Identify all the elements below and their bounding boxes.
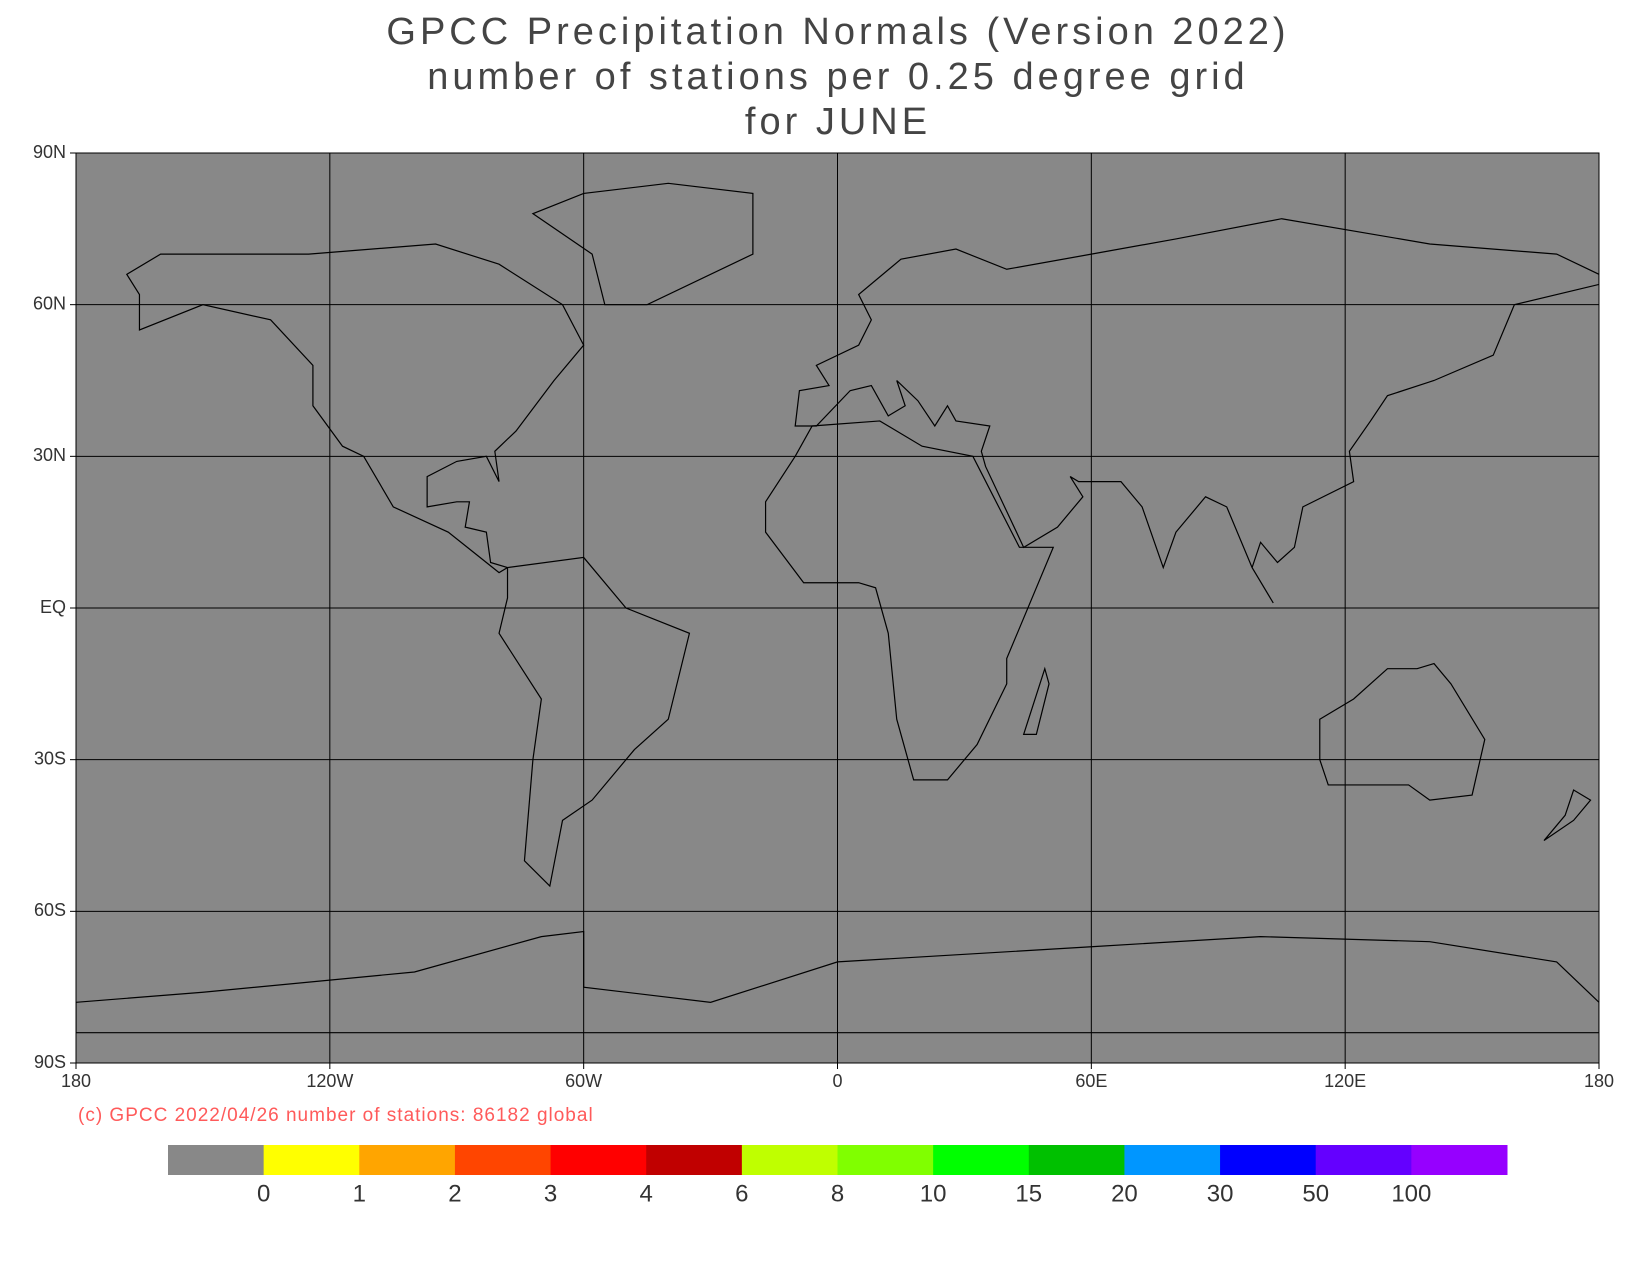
colorbar-label: 2 [448,1180,461,1207]
colorbar-label: 3 [544,1180,557,1207]
coastline [766,421,1054,780]
lat-tick-label: 30S [34,748,66,768]
coastline [795,219,1599,603]
colorbar-label: 100 [1391,1180,1431,1207]
title-line: for JUNE [745,101,931,143]
lat-tick-label: 60S [34,900,66,920]
colorbar-swatch [168,1145,265,1175]
lon-tick-label: 0 [832,1071,842,1091]
coastline [1024,669,1049,735]
colorbar-label: 6 [735,1180,748,1207]
colorbar-swatch [741,1145,838,1175]
coastline [499,557,689,886]
colorbar-swatch [1028,1145,1125,1175]
title-line: GPCC Precipitation Normals (Version 2022… [386,11,1289,53]
coastlines [76,183,1599,1032]
coastline [76,932,1599,1033]
colorbar-label: 0 [257,1180,270,1207]
credit: (c) GPCC 2022/04/26 number of stations: … [78,1105,594,1126]
colorbar-label: 4 [640,1180,653,1207]
lon-tick-label: 60E [1075,1071,1107,1091]
colorbar-label: 1 [353,1180,366,1207]
lon-tick-label: 60W [565,1071,602,1091]
lat-tick-label: 60N [33,293,66,313]
colorbar-label: 8 [831,1180,844,1207]
colorbar-swatch [837,1145,934,1175]
colorbar-label: 15 [1015,1180,1042,1207]
colorbar-swatch [454,1145,552,1175]
colorbar-label: 20 [1111,1180,1138,1207]
colorbar-swatch [1220,1145,1317,1175]
lat-tick-label: 30N [33,445,66,465]
lat-tick-label: 90S [34,1052,66,1072]
lon-tick-label: 120E [1324,1071,1366,1091]
colorbar-swatch [550,1145,647,1175]
colorbar-swatch [1411,1145,1508,1175]
colorbar-label: 30 [1207,1180,1234,1207]
colorbar-swatch [263,1145,360,1175]
lon-tick-label: 180 [61,1071,91,1091]
colorbar-label: 10 [920,1180,947,1207]
colorbar-swatch [1124,1145,1221,1175]
lat-tick-label: EQ [40,597,66,617]
coastline [1544,790,1591,841]
lon-tick-label: 180 [1584,1071,1614,1091]
colorbar-label: 50 [1302,1180,1329,1207]
colorbar-swatch [933,1145,1030,1175]
title: GPCC Precipitation Normals (Version 2022… [386,11,1289,143]
colorbar-swatch [646,1145,743,1175]
coastline [127,244,584,573]
lat-tick-label: 90N [33,142,66,162]
lon-tick-label: 120W [306,1071,353,1091]
title-line: number of stations per 0.25 degree grid [427,56,1248,98]
coastline [1320,664,1485,801]
colorbar-swatch [359,1145,456,1175]
coastline [533,183,753,304]
colorbar-swatch [1315,1145,1412,1175]
